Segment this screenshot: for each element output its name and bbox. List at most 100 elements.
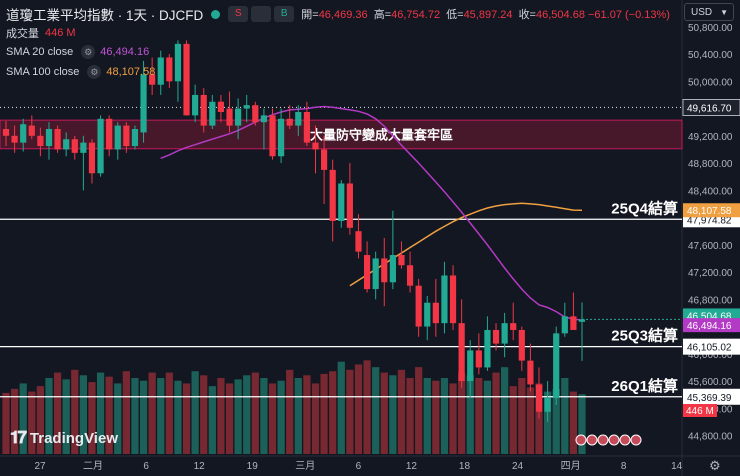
tradingview-logo-icon: 𝟏𝟕 — [10, 428, 27, 447]
volume-bar — [432, 380, 440, 454]
volume-bar — [569, 391, 578, 454]
candle-body — [398, 255, 405, 266]
candle-body — [28, 125, 35, 136]
volume-bar — [105, 376, 113, 454]
y-tick-label: 50,000.00 — [688, 77, 733, 88]
candle-body — [312, 142, 319, 150]
x-tick-label: 24 — [512, 461, 524, 472]
y-tick-label: 49,200.00 — [688, 132, 733, 143]
candle-body — [484, 329, 491, 368]
candle-body — [303, 111, 310, 143]
volume-bar — [131, 378, 139, 454]
volume-bar — [552, 388, 560, 454]
volume-bar — [200, 375, 208, 454]
volume-bar — [363, 360, 371, 454]
candle-body — [338, 183, 345, 221]
volume-label: 成交量 — [6, 28, 39, 40]
volume-bar — [10, 388, 19, 454]
sell-button[interactable]: S — [228, 6, 249, 22]
volume-bar — [311, 383, 320, 454]
candle-body — [54, 129, 61, 150]
volume-bar — [466, 375, 474, 454]
volume-bar — [415, 367, 423, 454]
candle-body — [2, 129, 10, 136]
candle-body — [578, 319, 586, 322]
volume-bar — [406, 378, 414, 454]
y-tick-label: 47,200.00 — [688, 268, 733, 279]
sma100-legend[interactable]: SMA 100 close ⚙ 48,107.58 — [6, 65, 155, 79]
candle-body — [458, 323, 465, 382]
volume-bar — [509, 386, 517, 454]
candle-body — [449, 275, 457, 324]
y-tick-label: 46,800.00 — [688, 295, 733, 306]
sma20-label: SMA 20 close — [6, 46, 74, 58]
level-tag-label: 46,105.02 — [687, 343, 732, 354]
volume-bar — [483, 380, 492, 454]
volume-bar — [2, 392, 10, 454]
level-note: 25Q3結算 — [611, 327, 678, 345]
candle-body — [260, 115, 268, 123]
candle-body — [80, 142, 87, 153]
event-flag-icon — [575, 434, 587, 446]
candle-body — [209, 101, 216, 126]
x-tick-label: 8 — [621, 461, 627, 472]
currency-label: USD — [691, 7, 713, 18]
symbol-title[interactable]: 道瓊工業平均指數 · 1天 · DJCFD — [6, 8, 204, 23]
x-tick-label: 三月 — [295, 460, 315, 472]
candle-body — [363, 255, 371, 290]
volume-bar — [45, 378, 53, 454]
candle-body — [174, 43, 182, 82]
price-tag-label: 48,107.58 — [687, 206, 732, 217]
sma20-legend[interactable]: SMA 20 close ⚙ 46,494.16 — [6, 45, 149, 59]
x-tick-label: 6 — [143, 461, 149, 472]
candle-body — [424, 302, 431, 327]
candle-body — [114, 125, 121, 150]
candle-body — [295, 111, 302, 126]
price-tag-label: 46,504.68 — [687, 311, 732, 322]
candle-body — [406, 265, 414, 286]
settings-icon[interactable]: ⚙ — [87, 65, 102, 79]
candle-body — [475, 350, 482, 368]
volume-tag — [683, 404, 717, 417]
volume-legend[interactable]: 成交量 446 M — [6, 25, 76, 41]
tradingview-logo[interactable]: 𝟏𝟕 TradingView — [10, 428, 118, 448]
resistance-zone — [0, 119, 683, 150]
level-tag-label: 47,974.82 — [687, 215, 732, 226]
volume-bar — [501, 367, 509, 454]
currency-selector[interactable]: USD ▼ — [684, 3, 734, 21]
y-tick-label: 47,600.00 — [688, 241, 733, 252]
volume-bar — [174, 380, 182, 454]
candle-body — [192, 94, 199, 116]
volume-bar — [329, 371, 337, 454]
price-tag — [683, 203, 740, 218]
x-tick-label: 二月 — [83, 460, 103, 472]
candle-body — [355, 231, 362, 252]
x-tick-label: 18 — [459, 461, 471, 472]
candle-body — [123, 125, 130, 147]
spread-button[interactable] — [251, 6, 272, 22]
volume-bar — [389, 375, 397, 454]
candle-body — [346, 183, 353, 228]
volume-value: 446 M — [45, 27, 76, 39]
settings-icon[interactable]: ⚙ — [81, 45, 96, 59]
sma20-line — [160, 105, 583, 321]
candle-body — [131, 129, 139, 147]
x-tick-label: 12 — [194, 461, 206, 472]
candle-body — [553, 333, 560, 399]
candle-body — [320, 149, 328, 170]
level-tag — [683, 388, 740, 405]
price-tag-label: 46,494.16 — [687, 321, 732, 332]
chevron-down-icon: ▼ — [720, 8, 728, 17]
volume-bar — [243, 375, 251, 454]
volume-bar — [148, 372, 156, 454]
buy-button[interactable]: B — [274, 6, 295, 22]
candle-body — [510, 323, 517, 330]
candle-body — [527, 360, 534, 385]
volume-bar — [79, 375, 87, 454]
candle-body — [235, 108, 242, 126]
volume-bar — [53, 372, 62, 454]
candle-body — [372, 258, 379, 290]
open-value: 46,469.36 — [318, 9, 368, 21]
volume-bar — [19, 383, 27, 454]
